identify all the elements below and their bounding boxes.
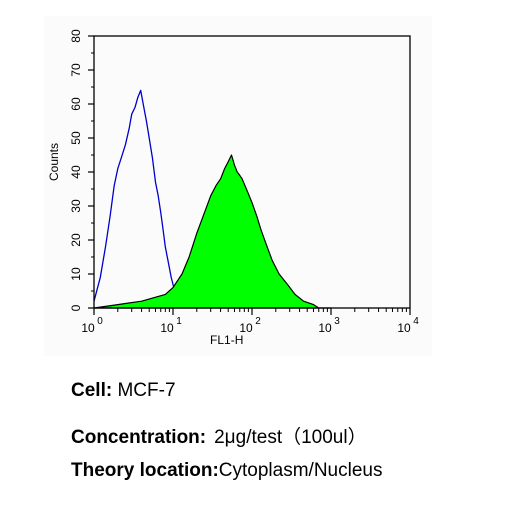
x-tick-exponent: 1 [176, 316, 182, 327]
cell-label: Cell: [71, 380, 113, 401]
x-tick-exponent: 0 [97, 316, 103, 327]
series-0-outline [93, 89, 184, 309]
cell-value: MCF-7 [117, 380, 176, 401]
theory-caption: Theory location:Cytoplasm/Nucleus [71, 460, 382, 482]
y-tick-label: 40 [69, 165, 83, 179]
series-1-filled-area [93, 154, 332, 309]
y-tick-label: 20 [69, 233, 83, 247]
x-tick-exponent: 3 [334, 316, 340, 327]
x-tick-label: 10 [160, 321, 174, 335]
concentration-label: Concentration: [71, 427, 207, 448]
x-tick-label: 10 [397, 321, 411, 335]
plot-panel: 0 10 20 30 40 50 60 70 80 10 0 10 1 10 2 10 3 10 4 FL1-H Cou… [44, 16, 432, 356]
x-axis-label: FL1-H [210, 333, 243, 347]
y-axis-label: Counts [47, 143, 61, 181]
y-tick-label: 80 [69, 29, 83, 43]
y-tick-label: 0 [69, 304, 83, 311]
concentration-caption: Concentration: 2μg/test（100ul） [71, 422, 367, 449]
y-tick-label: 70 [69, 63, 83, 77]
concentration-value: 2μg/test（100ul） [214, 427, 367, 448]
y-tick-label: 30 [69, 199, 83, 213]
y-tick-label: 10 [69, 267, 83, 281]
cell-caption: Cell: MCF-7 [71, 380, 176, 402]
x-tick-exponent: 2 [255, 316, 261, 327]
y-tick-label: 50 [69, 131, 83, 145]
x-tick-exponent: 4 [413, 316, 419, 327]
x-tick-label: 10 [318, 321, 332, 335]
y-tick-label: 60 [69, 97, 83, 111]
x-tick-label: 10 [239, 321, 253, 335]
theory-label: Theory location: [71, 460, 219, 481]
x-tick-label: 10 [81, 321, 95, 335]
theory-value: Cytoplasm/Nucleus [218, 460, 383, 481]
